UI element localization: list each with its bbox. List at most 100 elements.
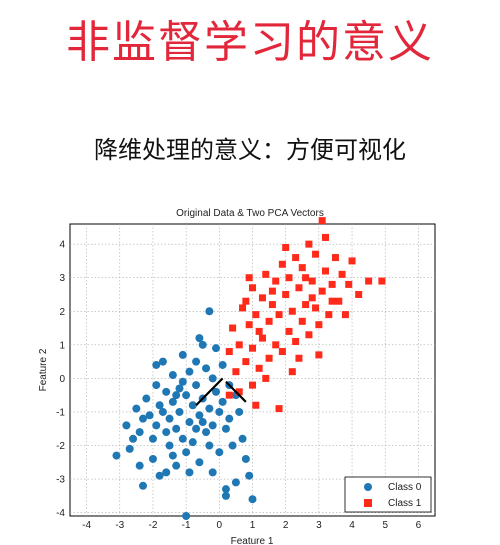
class0-point	[235, 407, 244, 416]
x-tick-label: 5	[382, 520, 388, 531]
class1-point	[235, 388, 243, 396]
class1-point	[328, 297, 336, 305]
class0-point	[165, 441, 174, 450]
class1-point	[298, 317, 306, 325]
class0-point	[165, 414, 174, 423]
y-tick-label: -4	[56, 508, 65, 519]
class1-point	[249, 381, 256, 389]
legend-class0-marker	[364, 483, 372, 491]
class1-point	[235, 341, 243, 349]
class1-point	[308, 294, 316, 302]
class1-point	[249, 344, 256, 352]
class1-point	[302, 301, 310, 309]
class0-point	[185, 367, 194, 376]
class1-point	[285, 327, 293, 335]
class1-point	[282, 290, 290, 298]
class1-point	[258, 294, 266, 302]
class0-point	[192, 381, 201, 390]
class0-point	[221, 424, 230, 433]
x-tick-label: -2	[149, 520, 158, 531]
class0-point	[221, 491, 230, 500]
class0-point	[238, 434, 247, 443]
class0-point	[168, 371, 177, 380]
legend-class1-label: Class 1	[388, 498, 422, 509]
class1-point	[315, 321, 323, 329]
class0-point	[178, 377, 187, 386]
class1-point	[355, 290, 363, 298]
class1-point	[225, 348, 233, 356]
y-tick-label: 3	[59, 273, 65, 284]
class0-point	[139, 481, 147, 490]
class0-point	[175, 407, 184, 416]
class1-point	[225, 391, 233, 399]
class0-point	[172, 461, 181, 470]
class0-point	[175, 384, 184, 393]
class1-point	[341, 311, 349, 319]
class1-point	[245, 274, 253, 282]
data-points	[112, 217, 386, 520]
y-tick-label: 4	[59, 240, 65, 251]
x-tick-label: 2	[283, 520, 289, 531]
x-tick-label: -1	[182, 520, 191, 531]
class0-point	[208, 374, 217, 383]
x-tick-label: -3	[115, 520, 124, 531]
legend-class0-label: Class 0	[388, 482, 422, 493]
class1-point	[272, 277, 280, 285]
y-tick-label: 2	[59, 307, 65, 318]
x-tick-label: -4	[82, 520, 91, 531]
class1-point	[312, 250, 320, 258]
class1-point	[285, 274, 293, 282]
class1-point	[282, 243, 290, 251]
class1-point	[312, 304, 320, 312]
class1-point	[249, 284, 256, 292]
class0-point	[195, 458, 204, 467]
class0-point	[182, 391, 191, 400]
class0-point	[215, 407, 224, 416]
class1-point	[335, 297, 343, 305]
class0-point	[182, 512, 191, 520]
class1-point	[298, 264, 306, 272]
pca-vector	[195, 377, 224, 407]
class0-point	[231, 478, 240, 487]
x-axis-label: Feature 1	[231, 536, 274, 545]
class1-point	[318, 217, 326, 225]
class1-point	[232, 368, 240, 376]
class1-point	[262, 374, 270, 382]
slide-subtitle: 降维处理的意义：方便可视化	[94, 136, 406, 164]
class1-point	[315, 351, 323, 359]
class0-point	[135, 461, 144, 470]
class0-point	[142, 394, 151, 403]
class0-point	[218, 397, 227, 406]
class1-point	[305, 331, 313, 339]
class0-point	[188, 401, 197, 410]
class0-point	[205, 441, 214, 450]
class1-point	[305, 240, 313, 248]
pca-vectors	[195, 377, 247, 407]
class0-point	[188, 438, 197, 447]
class1-point	[229, 324, 237, 332]
class1-point	[338, 270, 346, 278]
class1-point	[265, 317, 273, 325]
class0-point	[168, 397, 177, 406]
class0-point	[195, 334, 204, 343]
class1-point	[345, 280, 353, 288]
chart-title: Original Data & Two PCA Vectors	[176, 208, 324, 219]
class0-point	[125, 444, 134, 453]
class0-point	[162, 387, 171, 396]
axis-ticks: -4 -3 -2 -1 0 1 2 3 4 5 6 4 3 2 1 0 -1 -2 -3 -4	[56, 240, 422, 531]
class0-point	[245, 471, 254, 480]
class0-point	[192, 424, 201, 433]
class0-point	[228, 441, 237, 450]
class0-point	[162, 468, 171, 477]
class1-point	[292, 254, 300, 262]
class0-point	[225, 414, 234, 423]
class0-point	[155, 471, 164, 480]
class0-point	[182, 448, 191, 457]
class1-point	[255, 364, 263, 372]
y-tick-label: -2	[56, 441, 65, 452]
class1-point	[252, 311, 260, 319]
class0-point	[198, 340, 207, 349]
class0-point	[145, 411, 154, 420]
scatter-chart: Original Data & Two PCA Vectors -4 -3 -2 -1…	[38, 208, 436, 545]
x-tick-label: 1	[250, 520, 256, 531]
